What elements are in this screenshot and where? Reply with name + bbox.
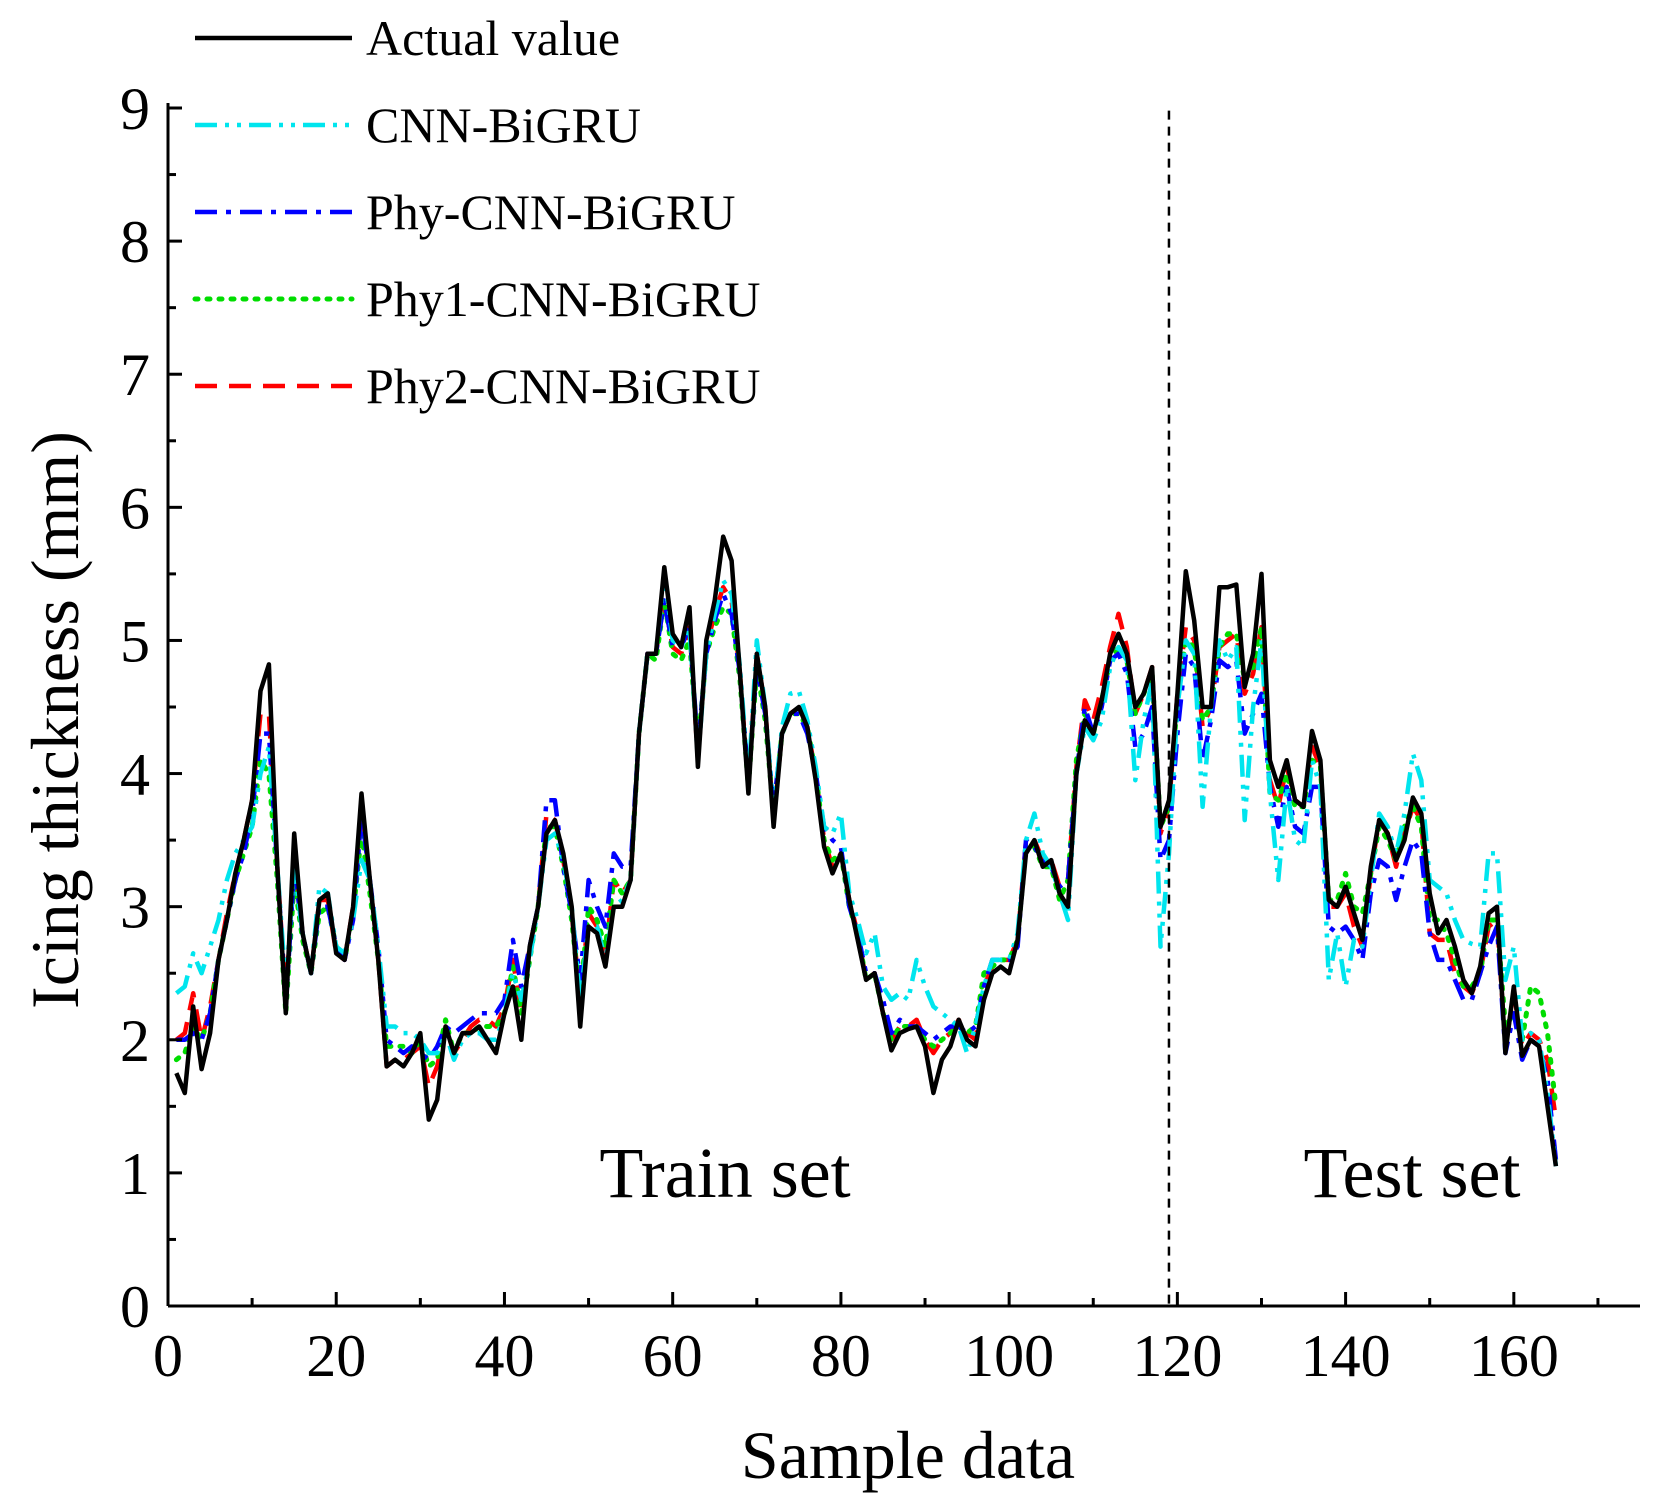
legend-label: Phy2-CNN-BiGRU: [366, 358, 760, 414]
y-tick-label: 2: [120, 1008, 150, 1074]
legend-label: CNN-BiGRU: [366, 97, 641, 153]
legend: Actual value CNN-BiGRU Phy-CNN-BiGRU Phy1-C…: [192, 10, 760, 414]
y-tick-label: 3: [120, 875, 150, 941]
y-tick-label: 6: [120, 475, 150, 541]
x-tick-label: 0: [153, 1323, 183, 1389]
y-tick-label: 5: [120, 608, 150, 674]
y-tick-label: 7: [120, 342, 150, 408]
x-tick-label: 140: [1301, 1323, 1391, 1389]
legend-label: Phy1-CNN-BiGRU: [366, 271, 760, 327]
x-tick-label: 20: [306, 1323, 366, 1389]
train-set-label: Train set: [599, 1133, 850, 1213]
x-tick-label: 100: [964, 1323, 1054, 1389]
x-tick-label: 160: [1469, 1323, 1559, 1389]
series-line-actual-value: [174, 534, 1559, 1167]
x-ticks: 0 20 40 60 80 100 120 140 160: [153, 1292, 1600, 1389]
legend-label: Actual value: [366, 10, 620, 66]
x-axis-title: Sample data: [741, 1417, 1075, 1493]
y-tick-label: 9: [120, 76, 150, 142]
test-set-label: Test set: [1304, 1133, 1521, 1213]
y-tick-label: 4: [120, 742, 150, 808]
x-tick-label: 80: [811, 1323, 871, 1389]
y-tick-label: 1: [120, 1141, 150, 1207]
series-line-cnn-bigru: [174, 571, 1559, 1167]
x-tick-label: 120: [1132, 1323, 1222, 1389]
y-axis-title: Icing thickness (mm): [17, 431, 93, 1009]
y-ticks: 0 1 2 3 4 5 6 7 8 9: [120, 76, 182, 1340]
y-tick-label: 8: [120, 209, 150, 275]
series-layer: [173, 534, 1559, 1167]
x-tick-label: 60: [643, 1323, 703, 1389]
legend-label: Phy-CNN-BiGRU: [366, 184, 735, 240]
series-line-phy-cnn-bigru: [176, 591, 1559, 1160]
y-tick-label: 0: [120, 1274, 150, 1340]
x-tick-label: 40: [474, 1323, 534, 1389]
